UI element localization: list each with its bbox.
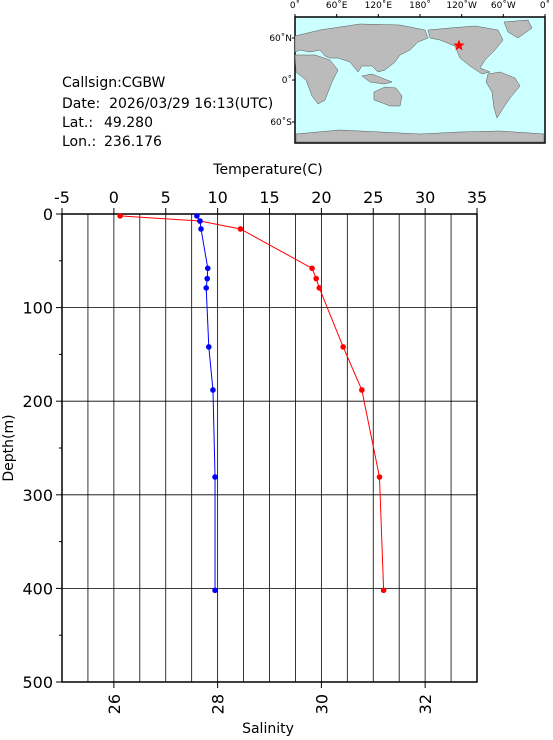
map	[294, 16, 546, 144]
bottom-tick-label: 28	[209, 694, 228, 714]
profile-point	[380, 587, 387, 594]
profile-point	[376, 474, 383, 480]
profile-point	[212, 474, 218, 480]
top-tick-label: -5	[54, 188, 70, 207]
top-tick-label: 15	[259, 188, 279, 207]
lon-label: Lon.:	[62, 134, 96, 150]
bottom-axis-label: Salinity	[242, 721, 294, 736]
profile-line	[120, 215, 385, 591]
bottom-tick-label: 32	[416, 694, 435, 714]
profile-point	[210, 387, 216, 393]
lat-label: Lat.:	[62, 115, 93, 131]
profile-point	[316, 285, 323, 291]
bottom-tick-label: 30	[312, 694, 331, 714]
profile-point	[340, 344, 346, 350]
profile-point	[204, 275, 211, 282]
map-lon-label: 0˚	[290, 0, 300, 11]
map-lon-label: 180˚	[409, 0, 431, 11]
y-tick-label: 0	[43, 205, 53, 224]
map-lat-label: 0˚	[282, 75, 292, 86]
top-tick-label: 35	[467, 188, 487, 207]
lon-value: 236.176	[104, 134, 162, 150]
profile-point	[237, 226, 244, 232]
top-tick-label: 20	[311, 188, 331, 207]
map-lat-label: 60˚S	[270, 117, 292, 128]
callsign: Callsign:CGBW	[62, 75, 166, 91]
profile-point	[117, 213, 123, 219]
top-tick-label: 30	[415, 188, 435, 207]
map-lon-label: 60˚W	[491, 0, 516, 11]
bottom-tick-label: 26	[105, 694, 124, 714]
profile-point	[203, 285, 210, 291]
profile-point	[206, 344, 212, 350]
map-lon-label: 0˚	[540, 0, 550, 11]
profile-point	[359, 387, 365, 393]
map-lat-label: 60˚N	[269, 33, 292, 44]
y-tick-label: 300	[22, 486, 53, 505]
profile-line	[196, 215, 216, 591]
map-lon-label: 60˚E	[326, 0, 348, 11]
profile-point	[212, 587, 218, 594]
map-lon-label: 120˚W	[446, 0, 477, 11]
top-tick-label: 25	[363, 188, 383, 207]
profile-point	[309, 265, 315, 272]
date: Date: 2026/03/29 16:13(UTC)	[62, 96, 273, 112]
y-tick-label: 100	[22, 299, 53, 318]
top-tick-label: 0	[109, 188, 119, 207]
y-tick-label: 400	[22, 579, 53, 598]
top-tick-label: 10	[207, 188, 227, 207]
profile-point	[313, 275, 319, 282]
y-axis-label: Depth(m)	[1, 414, 17, 481]
profile-point	[194, 213, 200, 219]
top-axis-label: Temperature(C)	[212, 162, 322, 178]
y-tick-label: 500	[22, 673, 53, 692]
station-star	[453, 39, 465, 51]
profile-point	[198, 226, 204, 232]
y-tick-label: 200	[22, 392, 53, 411]
top-tick-label: 5	[161, 188, 171, 207]
lat-value: 49.280	[104, 115, 153, 131]
profile-point	[204, 265, 211, 272]
map-lon-label: 120˚E	[365, 0, 393, 11]
map-land	[294, 19, 545, 143]
profile-point	[197, 218, 203, 224]
